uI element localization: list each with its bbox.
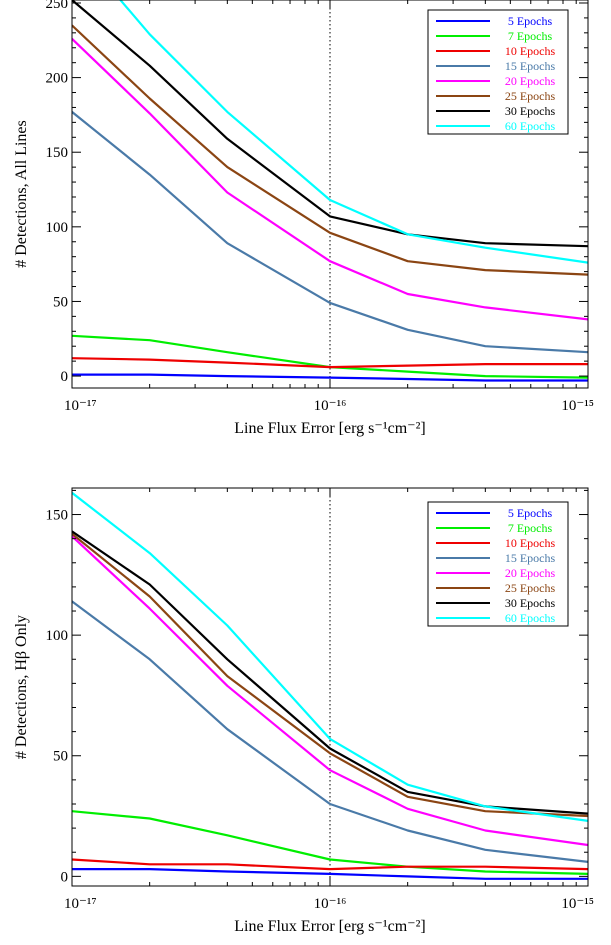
- legend-entry: 7 Epochs: [508, 29, 553, 43]
- series-line-10-epochs: [72, 357, 588, 369]
- legend-entry: 5 Epochs: [508, 14, 553, 28]
- legend-entry: 30 Epochs: [505, 596, 556, 610]
- y-tick-label: 50: [53, 749, 68, 765]
- series-group: [72, 491, 588, 880]
- series-group: [72, 0, 588, 382]
- x-tick-label: 10⁻¹⁶: [314, 398, 347, 414]
- y-axis-label: # Detections, Hβ Only: [13, 615, 30, 759]
- x-axis-label: Line Flux Error [erg s⁻¹cm⁻²]: [234, 918, 425, 935]
- legend-entry: 15 Epochs: [505, 551, 556, 565]
- legend-entry: 15 Epochs: [505, 59, 556, 73]
- legend-entry: 60 Epochs: [505, 611, 556, 625]
- y-axis-label: # Detections, All Lines: [13, 120, 30, 268]
- y-tick-label: 250: [46, 0, 69, 12]
- series-line-25-epochs: [72, 24, 588, 276]
- legend-entry: 20 Epochs: [505, 566, 556, 580]
- series-line-5-epochs: [72, 867, 588, 880]
- y-tick-label: 0: [61, 369, 69, 385]
- series-line-60-epochs: [72, 491, 588, 822]
- y-tick-label: 150: [46, 145, 69, 161]
- series-line-25-epochs: [72, 532, 588, 818]
- legend-entry: 20 Epochs: [505, 74, 556, 88]
- y-tick-label: 200: [46, 71, 69, 87]
- series-line-15-epochs: [72, 111, 588, 354]
- series-line-5-epochs: [72, 373, 588, 382]
- legend-entry: 60 Epochs: [505, 119, 556, 133]
- legend-entry: 30 Epochs: [505, 104, 556, 118]
- x-tick-label: 10⁻¹⁷: [64, 398, 97, 414]
- legend-entry: 25 Epochs: [505, 89, 556, 103]
- series-line-10-epochs: [72, 858, 588, 871]
- chart-panel-2: 0 50 100 150 10⁻¹⁷ 10⁻¹⁶ 10⁻¹⁵ Line Flux Error …: [13, 487, 594, 935]
- x-tick-label: 10⁻¹⁷: [64, 896, 97, 912]
- legend-entry: 10 Epochs: [505, 536, 556, 550]
- series-line-15-epochs: [72, 600, 588, 863]
- legend-entry: 7 Epochs: [508, 521, 553, 535]
- x-axis-label: Line Flux Error [erg s⁻¹cm⁻²]: [234, 420, 425, 437]
- series-line-20-epochs: [72, 38, 588, 321]
- y-tick-label: 100: [46, 220, 69, 236]
- y-tick-label: 100: [46, 628, 69, 644]
- series-line-7-epochs: [72, 810, 588, 875]
- legend-entry: 5 Epochs: [508, 506, 553, 520]
- y-tick-label: 50: [53, 294, 68, 310]
- chart-panel-1: 0 50 100 150 200 250 10⁻¹⁷ 10⁻¹⁶ 10⁻¹⁵ Line Flux …: [13, 0, 594, 437]
- legend-entry: 25 Epochs: [505, 581, 556, 595]
- y-tick-label: 150: [46, 508, 69, 524]
- x-tick-label: 10⁻¹⁶: [314, 896, 347, 912]
- legend-box: [427, 501, 569, 627]
- series-line-60-epochs: [118, 0, 588, 264]
- y-tick-label: 0: [61, 869, 69, 885]
- series-line-20-epochs: [72, 535, 588, 847]
- legend-box: [427, 9, 569, 135]
- x-tick-label: 10⁻¹⁵: [561, 896, 594, 912]
- legend-entry: 10 Epochs: [505, 44, 556, 58]
- series-line-30-epochs: [72, 0, 588, 248]
- x-tick-label: 10⁻¹⁵: [561, 398, 594, 414]
